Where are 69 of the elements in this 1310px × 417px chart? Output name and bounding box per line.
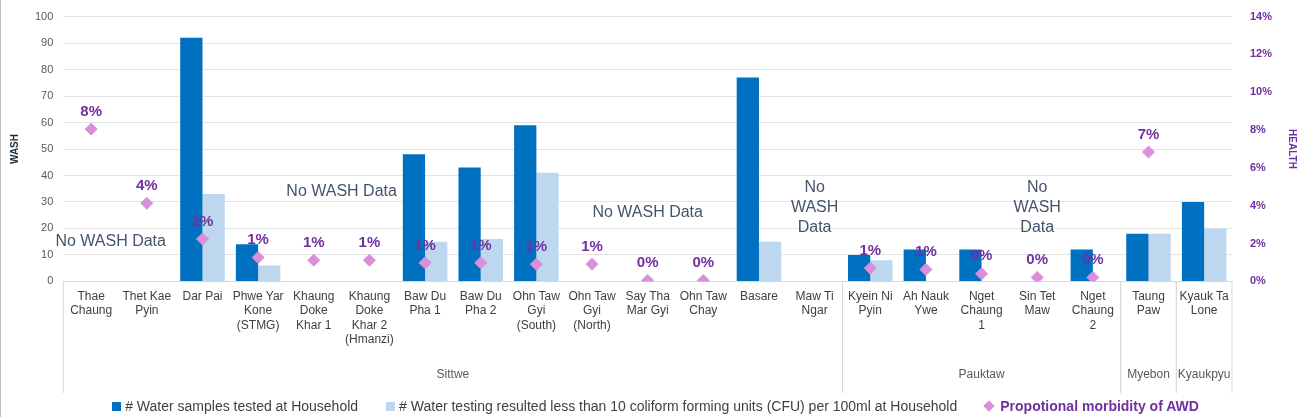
y-tick-label: 10 <box>41 247 54 260</box>
x-tick-label: Taung Paw <box>1132 288 1165 318</box>
annotation: No WASH Data <box>286 181 397 199</box>
x-tick-label: Ohn Taw Gyi (South) <box>512 288 561 332</box>
x-tick-label: Thet Kae Pyin <box>122 288 172 318</box>
x-tick-label: Baw Du Pha 1 <box>404 288 447 318</box>
y-tick-label: 70 <box>41 89 54 102</box>
data-label: 0% <box>1026 250 1049 268</box>
x-tick-label: Dar Pai <box>182 288 223 303</box>
data-label: 0% <box>970 246 993 264</box>
data-label: 0% <box>1082 250 1104 268</box>
text: Sittwe <box>436 367 470 382</box>
data-label: 1% <box>247 230 269 248</box>
data-label: 7% <box>1137 124 1160 142</box>
y-tick-label: 50 <box>41 142 54 155</box>
data-label: 1% <box>581 236 603 254</box>
data-label: 4% <box>135 175 158 193</box>
y2-tick-label: 10% <box>1249 85 1273 98</box>
text: Pauktaw <box>958 367 1005 382</box>
data-label: 1% <box>302 232 325 250</box>
x-tick-label: Basare <box>739 288 779 303</box>
x-tick-label: Sin Tet Maw <box>1018 288 1057 318</box>
x-tick-label: Nget Chaung 1 <box>960 288 1003 332</box>
x-tick-label: Thae Chaung <box>70 288 113 318</box>
x-tick-label: Baw Du Pha 2 <box>459 288 502 318</box>
y-tick-label: 60 <box>41 115 54 128</box>
y2-tick-label: 14% <box>1249 9 1273 22</box>
y-tick-label: 80 <box>41 62 54 75</box>
y-axis-title: WASH <box>8 134 20 164</box>
annotation: No WASH Data <box>790 177 839 235</box>
legend-label: # Water testing resulted less than 10 coliform forming units (CFU) per 100ml at Household <box>399 398 958 414</box>
text: Kyaukpyu <box>1177 367 1231 382</box>
y-tick-label: 20 <box>41 221 54 234</box>
legend-label: # Water samples tested at Household <box>125 398 359 414</box>
y2-tick-label: 8% <box>1249 123 1267 136</box>
y-tick-label: 40 <box>41 168 54 181</box>
text: Myebon <box>1127 367 1170 382</box>
y2-tick-label: 12% <box>1249 47 1273 60</box>
x-tick-label: Ohn Taw Gyi (North) <box>568 288 616 332</box>
x-tick-label: Maw Ti Ngar <box>795 288 834 318</box>
y2-tick-label: 6% <box>1249 160 1267 173</box>
data-label: 2% <box>191 211 214 229</box>
y2-tick-label: 0% <box>1249 274 1267 287</box>
x-tick-label: Phwe Yar Kone (STMG) <box>232 288 284 332</box>
x-tick-label: Ah Nauk Ywe <box>902 288 950 318</box>
y2-tick-label: 4% <box>1249 198 1267 211</box>
x-tick-label: Kyein Ni Pyin <box>847 288 893 318</box>
legend-label: Propotional morbidity of AWD <box>1000 398 1199 414</box>
x-tick-label: Say Tha Mar Gyi <box>625 288 671 318</box>
y2-axis-title: HEALTH <box>1287 129 1299 169</box>
data-label: 1% <box>915 242 937 260</box>
x-tick-label: Ohn Taw Chay <box>679 288 728 318</box>
x-tick-label: Kyauk Ta Lone <box>1179 288 1230 318</box>
annotation: No WASH Data <box>1013 177 1061 235</box>
y-tick-label: 0 <box>47 274 54 287</box>
x-tick-label: Khaung Doke Khar 2 (Hmanzi) <box>345 288 394 347</box>
x-tick-label: Nget Chaung 2 <box>1071 288 1114 332</box>
data-label: 1% <box>358 232 381 250</box>
y-tick-label: 100 <box>34 9 54 22</box>
data-label: 8% <box>80 101 103 119</box>
y2-tick-label: 2% <box>1249 236 1267 249</box>
annotation: No WASH Data <box>55 232 167 250</box>
data-label: 1% <box>859 240 882 258</box>
data-label: 0% <box>636 253 659 271</box>
data-label: 0% <box>692 253 715 271</box>
annotation: No WASH Data <box>592 202 704 220</box>
y-tick-label: 90 <box>41 36 54 49</box>
x-tick-label: Khaung Doke Khar 1 <box>293 288 335 332</box>
y-tick-label: 30 <box>41 194 54 207</box>
